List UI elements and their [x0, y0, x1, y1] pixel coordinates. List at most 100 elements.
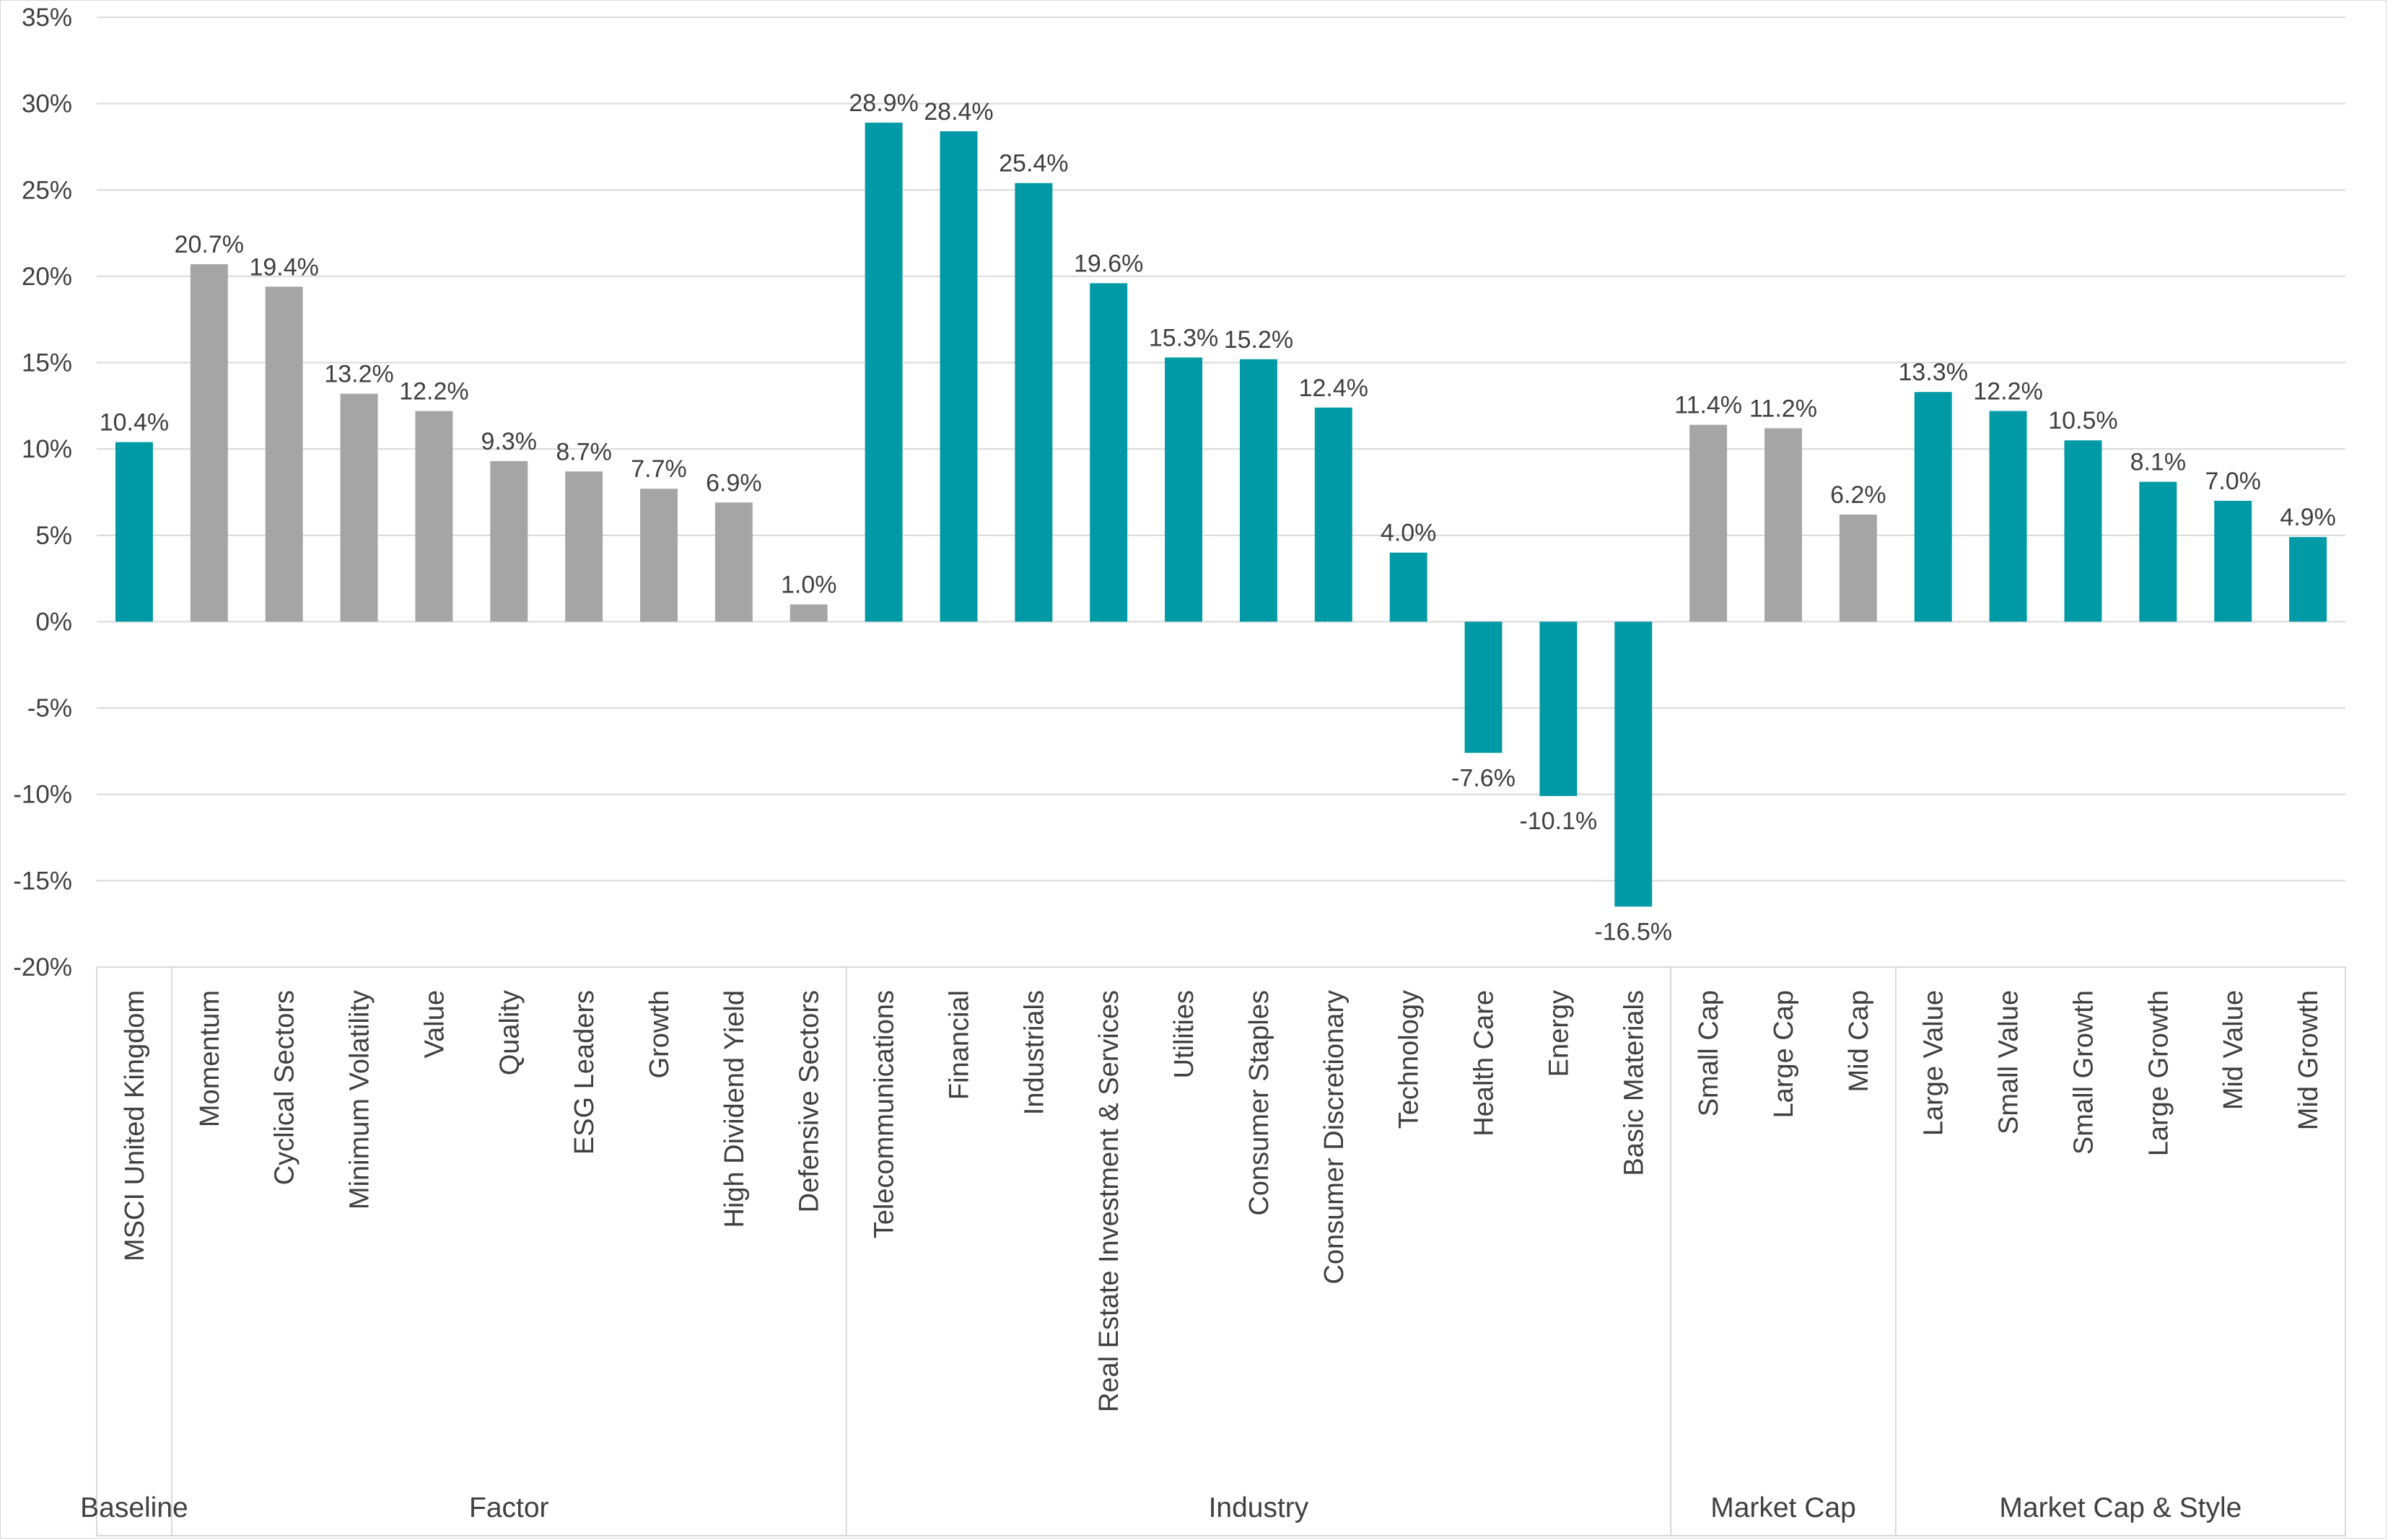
y-tick-label: 10%	[22, 435, 72, 463]
data-label: 20.7%	[175, 231, 244, 258]
data-label: 12.2%	[1973, 378, 2042, 406]
bar	[1914, 392, 1952, 622]
data-label: 28.4%	[924, 98, 993, 126]
data-label: 9.3%	[481, 428, 538, 455]
bar	[490, 460, 528, 622]
bar	[2289, 537, 2327, 622]
bar	[565, 471, 603, 622]
data-label: 1.0%	[781, 572, 837, 599]
data-label: 19.6%	[1074, 250, 1143, 277]
bar	[1764, 428, 1802, 622]
data-label: 11.4%	[1674, 392, 1742, 419]
y-tick-label: 0%	[35, 608, 72, 636]
y-tick-label: -5%	[27, 694, 72, 722]
y-tick-label: 5%	[35, 522, 72, 550]
category-label: Telecommunications	[870, 990, 900, 1238]
data-label: 15.3%	[1149, 324, 1218, 351]
category-label: Small Value	[1994, 990, 2024, 1134]
y-tick-label: -10%	[13, 781, 72, 809]
group-label: Market Cap	[1710, 1492, 1856, 1523]
category-label: Utilities	[1169, 990, 1199, 1078]
category-label: Consumer Discretionary	[1319, 990, 1350, 1285]
bar	[1464, 621, 1503, 753]
group-label: Baseline	[80, 1492, 188, 1523]
category-label: Basic Materials	[1619, 990, 1649, 1176]
data-label: 7.7%	[631, 455, 687, 483]
data-label: 4.0%	[1381, 520, 1437, 547]
category-label: Mid Growth	[2293, 990, 2324, 1130]
category-label: Quality	[494, 990, 525, 1075]
y-tick-label: 35%	[22, 4, 72, 32]
category-label: Mid Cap	[1844, 990, 1874, 1093]
group-label: Market Cap & Style	[1999, 1492, 2242, 1523]
bar	[714, 502, 753, 622]
data-label: 10.5%	[2048, 407, 2117, 434]
category-label: Growth	[644, 990, 675, 1078]
bar	[1239, 359, 1277, 622]
data-label: 19.4%	[249, 253, 318, 281]
category-label: Mid Value	[2218, 990, 2249, 1110]
bar	[115, 442, 153, 622]
bar	[790, 604, 828, 622]
category-label: Minimum Volatility	[345, 990, 375, 1209]
bar	[2064, 440, 2102, 622]
y-tick-label: 20%	[22, 263, 72, 291]
bar	[265, 286, 303, 622]
data-label: 13.3%	[1899, 359, 1968, 386]
bar	[2214, 500, 2252, 622]
bar	[940, 131, 978, 622]
data-label: -7.6%	[1451, 764, 1516, 792]
data-label: 28.9%	[849, 89, 918, 117]
category-label: Small Cap	[1694, 990, 1724, 1116]
category-label: Momentum	[195, 990, 225, 1127]
category-label: Financial	[944, 990, 974, 1100]
category-label: Energy	[1544, 990, 1574, 1077]
data-label: 10.4%	[100, 409, 169, 437]
bar	[415, 411, 453, 622]
bar	[1839, 515, 1877, 622]
y-tick-label: 25%	[22, 176, 72, 204]
y-tick-label: -15%	[13, 867, 72, 895]
category-label: Technology	[1394, 990, 1425, 1129]
data-label: 6.9%	[706, 469, 762, 496]
data-label: 8.1%	[2130, 449, 2187, 476]
group-label: Factor	[469, 1492, 549, 1523]
category-label: Cyclical Sectors	[270, 990, 300, 1185]
category-label: Large Cap	[1769, 990, 1799, 1118]
category-label: High Dividend Yield	[720, 990, 750, 1228]
data-label: 11.2%	[1749, 395, 1817, 422]
y-tick-label: -20%	[13, 953, 72, 981]
category-label: Consumer Staples	[1244, 990, 1274, 1216]
bar	[1090, 283, 1128, 622]
category-label: Defensive Sectors	[795, 990, 825, 1212]
bar	[340, 393, 378, 622]
category-label: MSCI United Kingdom	[120, 990, 150, 1261]
data-label: 7.0%	[2205, 468, 2261, 495]
y-tick-label: 30%	[22, 90, 72, 118]
bar	[640, 489, 678, 622]
data-label: 6.2%	[1830, 481, 1886, 509]
category-label: Large Growth	[2143, 990, 2174, 1156]
category-label: Real Estate Investment & Services	[1094, 990, 1124, 1412]
data-label: 25.4%	[999, 150, 1068, 178]
category-label: Small Growth	[2068, 990, 2099, 1155]
bar	[2139, 481, 2177, 622]
data-label: 4.9%	[2280, 504, 2336, 531]
data-label: 8.7%	[556, 438, 612, 465]
bar	[1165, 357, 1203, 622]
bar	[1989, 411, 2027, 622]
data-label: -16.5%	[1594, 918, 1672, 945]
category-label: Large Value	[1919, 990, 1949, 1136]
bar	[1314, 407, 1352, 622]
bar	[1539, 621, 1578, 797]
category-label: ESG Leaders	[569, 990, 600, 1155]
y-tick-label: 15%	[22, 349, 72, 377]
data-label: 12.2%	[399, 378, 468, 406]
bar	[190, 264, 228, 622]
bar	[865, 122, 903, 622]
data-label: 12.4%	[1299, 375, 1368, 402]
data-label: -10.1%	[1520, 808, 1598, 835]
category-label: Value	[419, 990, 450, 1058]
